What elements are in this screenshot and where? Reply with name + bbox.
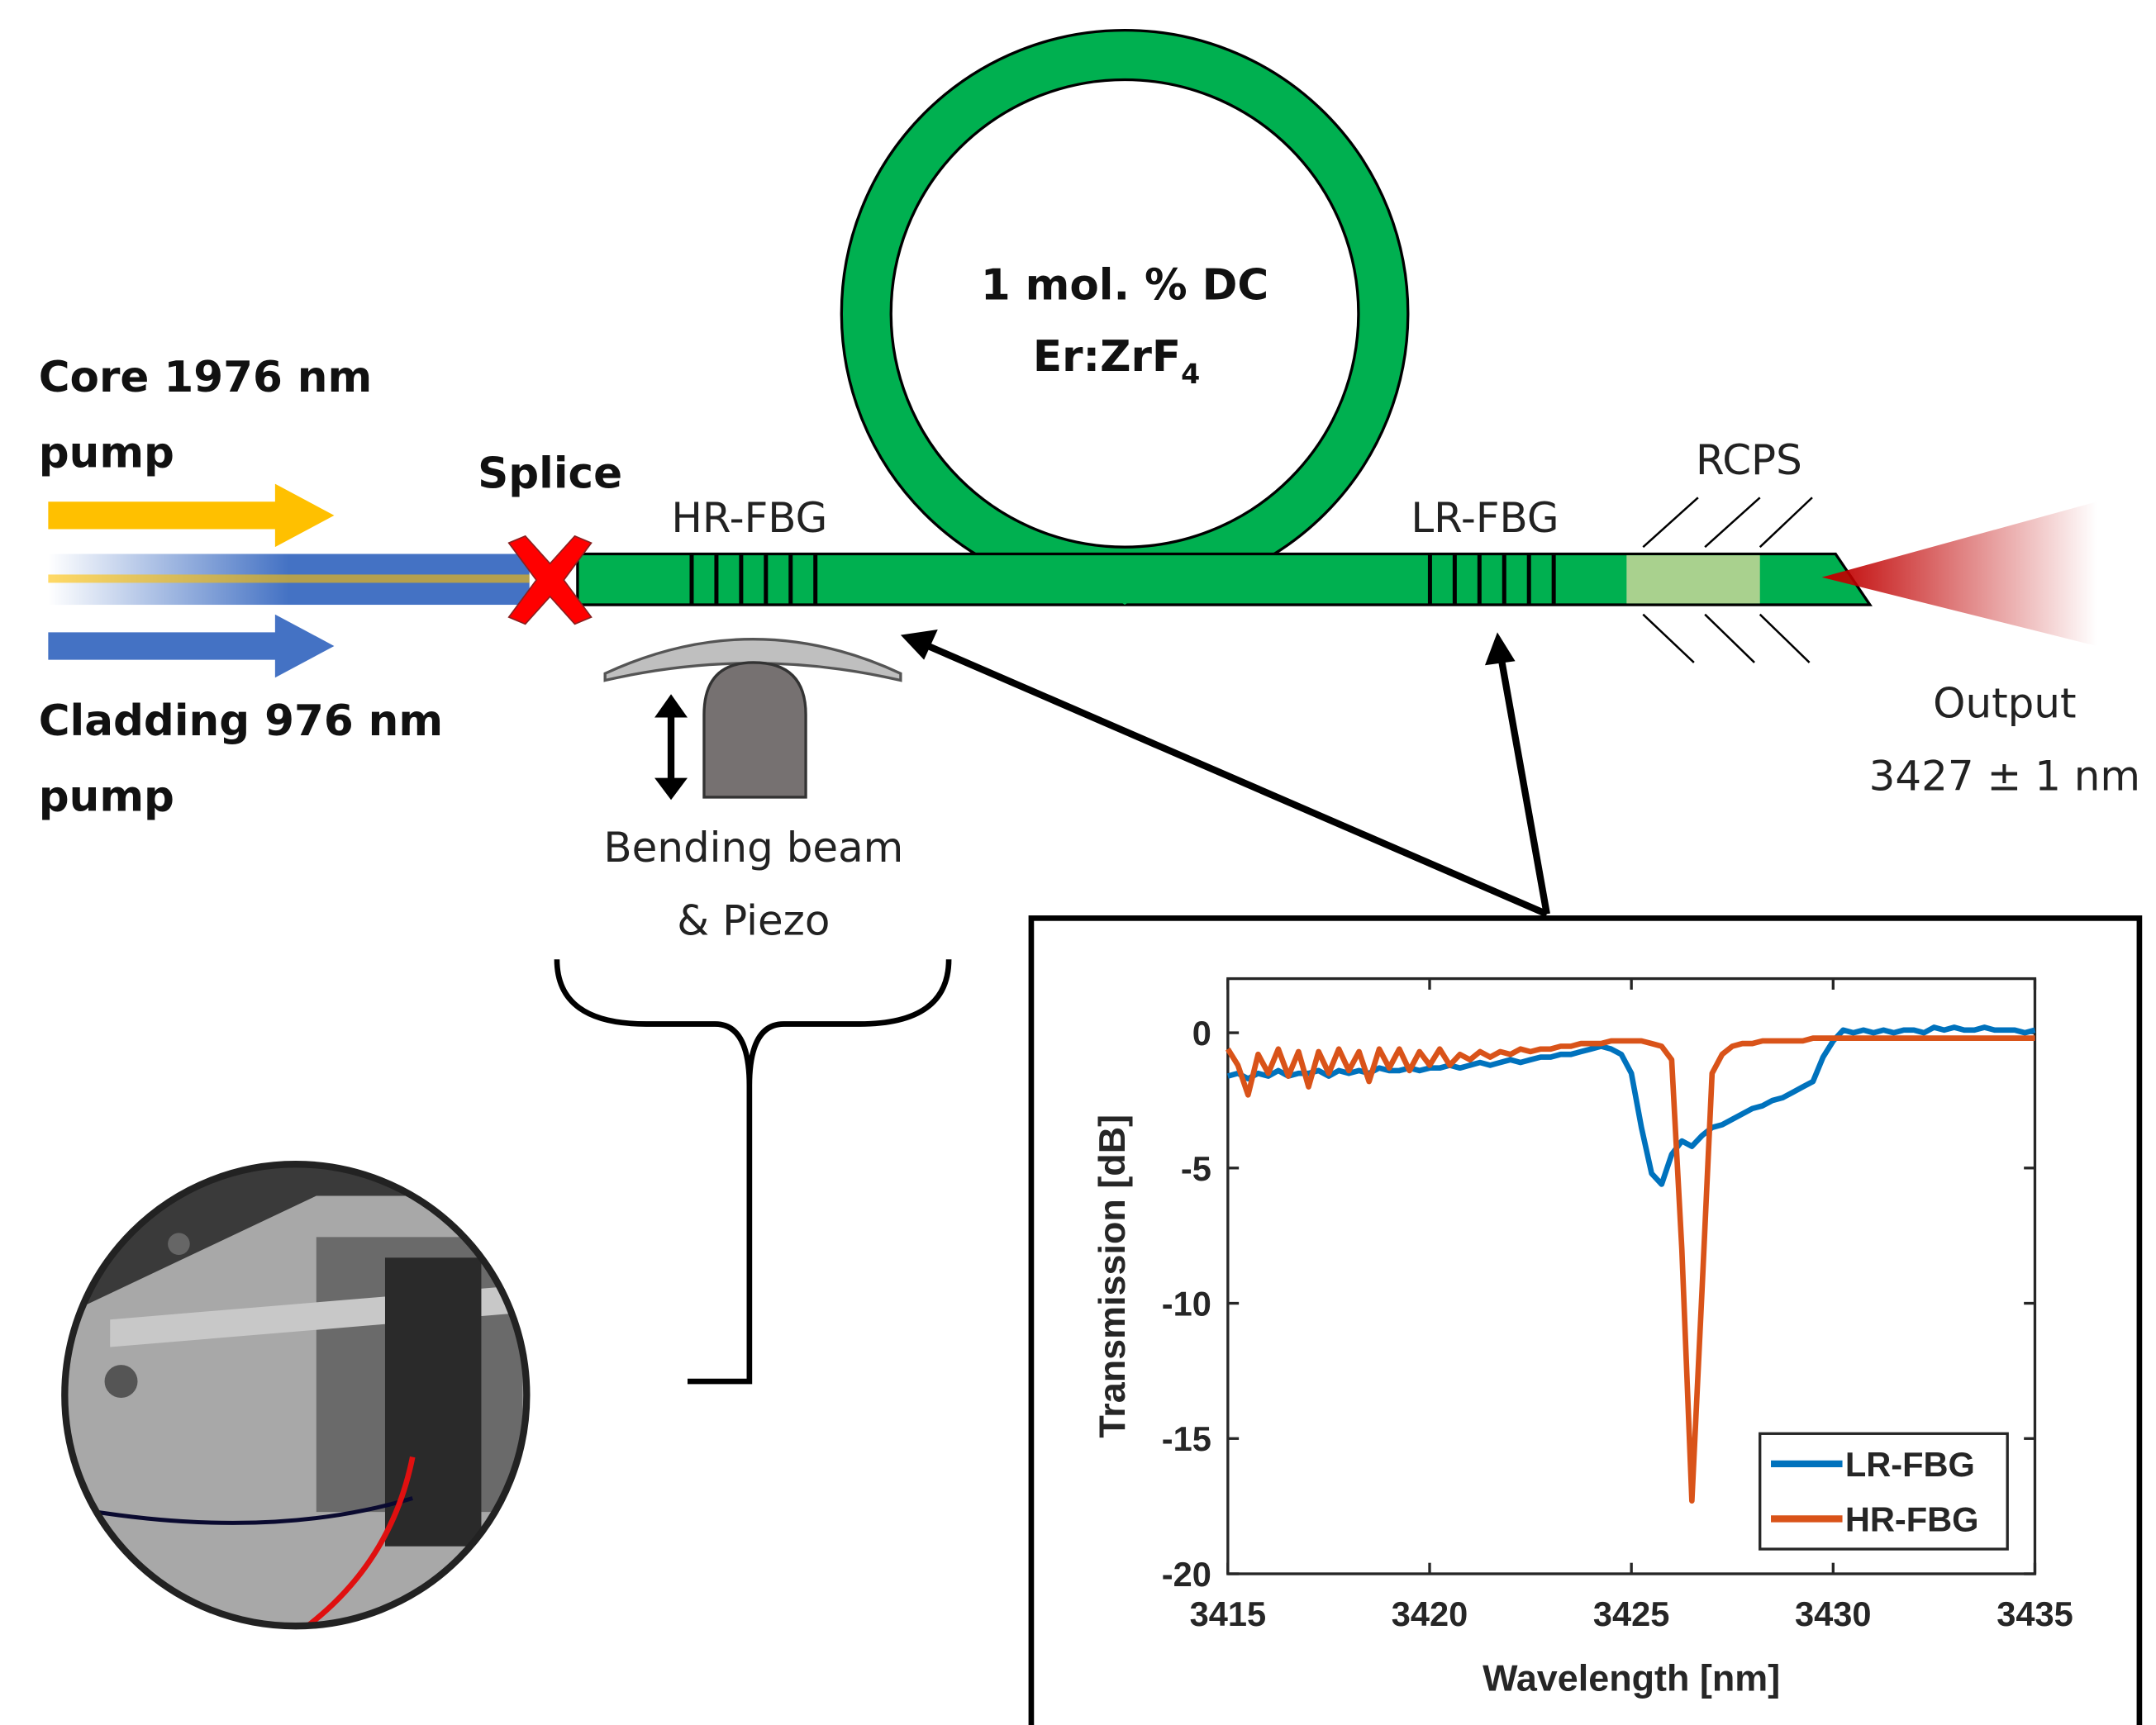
lr-fbg-label: LR-FBG <box>1411 494 1559 542</box>
y-tick-label: 0 <box>1192 1014 1211 1053</box>
x-axis-label: Wavelength [nm] <box>1483 1656 1780 1699</box>
y-tick-label: -20 <box>1162 1555 1211 1594</box>
hr-fbg-label: HR-FBG <box>671 494 827 542</box>
x-tick-label: 3415 <box>1190 1594 1267 1633</box>
bending-label: Bending beam <box>603 824 903 872</box>
splice-label: Splice <box>478 449 622 499</box>
y-tick-label: -15 <box>1162 1419 1211 1458</box>
core-pump-label: pump <box>39 429 174 478</box>
x-tick-label: 3435 <box>1997 1594 2073 1633</box>
fiber-formula: Er:ZrF <box>1033 332 1181 382</box>
cladding-pump-label: Cladding 976 nm <box>39 696 443 746</box>
fiber-ring <box>866 55 1383 573</box>
bending-label: & Piezo <box>677 896 830 944</box>
legend-label: LR-FBG <box>1845 1445 1975 1484</box>
legend-label: HR-FBG <box>1845 1499 1979 1538</box>
core-arrow <box>48 484 334 548</box>
rcps-section <box>1626 555 1759 603</box>
x-tick-label: 3420 <box>1392 1594 1468 1633</box>
cladding-arrow <box>48 615 334 678</box>
cladding-pump-label: pump <box>39 772 174 822</box>
y-tick-label: -10 <box>1162 1285 1211 1323</box>
output-beam <box>1822 501 2097 646</box>
setup-photo <box>55 1100 619 1663</box>
output-label: Output <box>1933 679 2076 727</box>
piezo <box>704 663 806 797</box>
pointer-arrows <box>901 630 1547 914</box>
page: {"labels": { "core_pump": ["Core 1976 nm… <box>0 0 2156 1725</box>
x-tick-label: 3430 <box>1795 1594 1872 1633</box>
rcps-label: RCPS <box>1696 436 1802 484</box>
y-tick-label: -5 <box>1181 1149 1211 1188</box>
fiber-label: 1 mol. % DC <box>981 261 1268 311</box>
x-tick-label: 3425 <box>1593 1594 1669 1633</box>
piezo-motion-arrow <box>654 694 688 800</box>
core-beam <box>48 574 529 582</box>
diagram: Core 1976 nm pump Cladding 976 nm pump S… <box>0 0 2156 1725</box>
brace <box>557 959 949 1381</box>
core-pump-label: Core 1976 nm <box>39 353 373 402</box>
y-axis-label: Transmission [dB] <box>1091 1114 1133 1438</box>
fiber-label: Er:ZrF4 <box>1033 332 1200 390</box>
fiber-subscript: 4 <box>1181 358 1200 390</box>
output-label: 3427 ± 1 nm <box>1869 753 2140 801</box>
